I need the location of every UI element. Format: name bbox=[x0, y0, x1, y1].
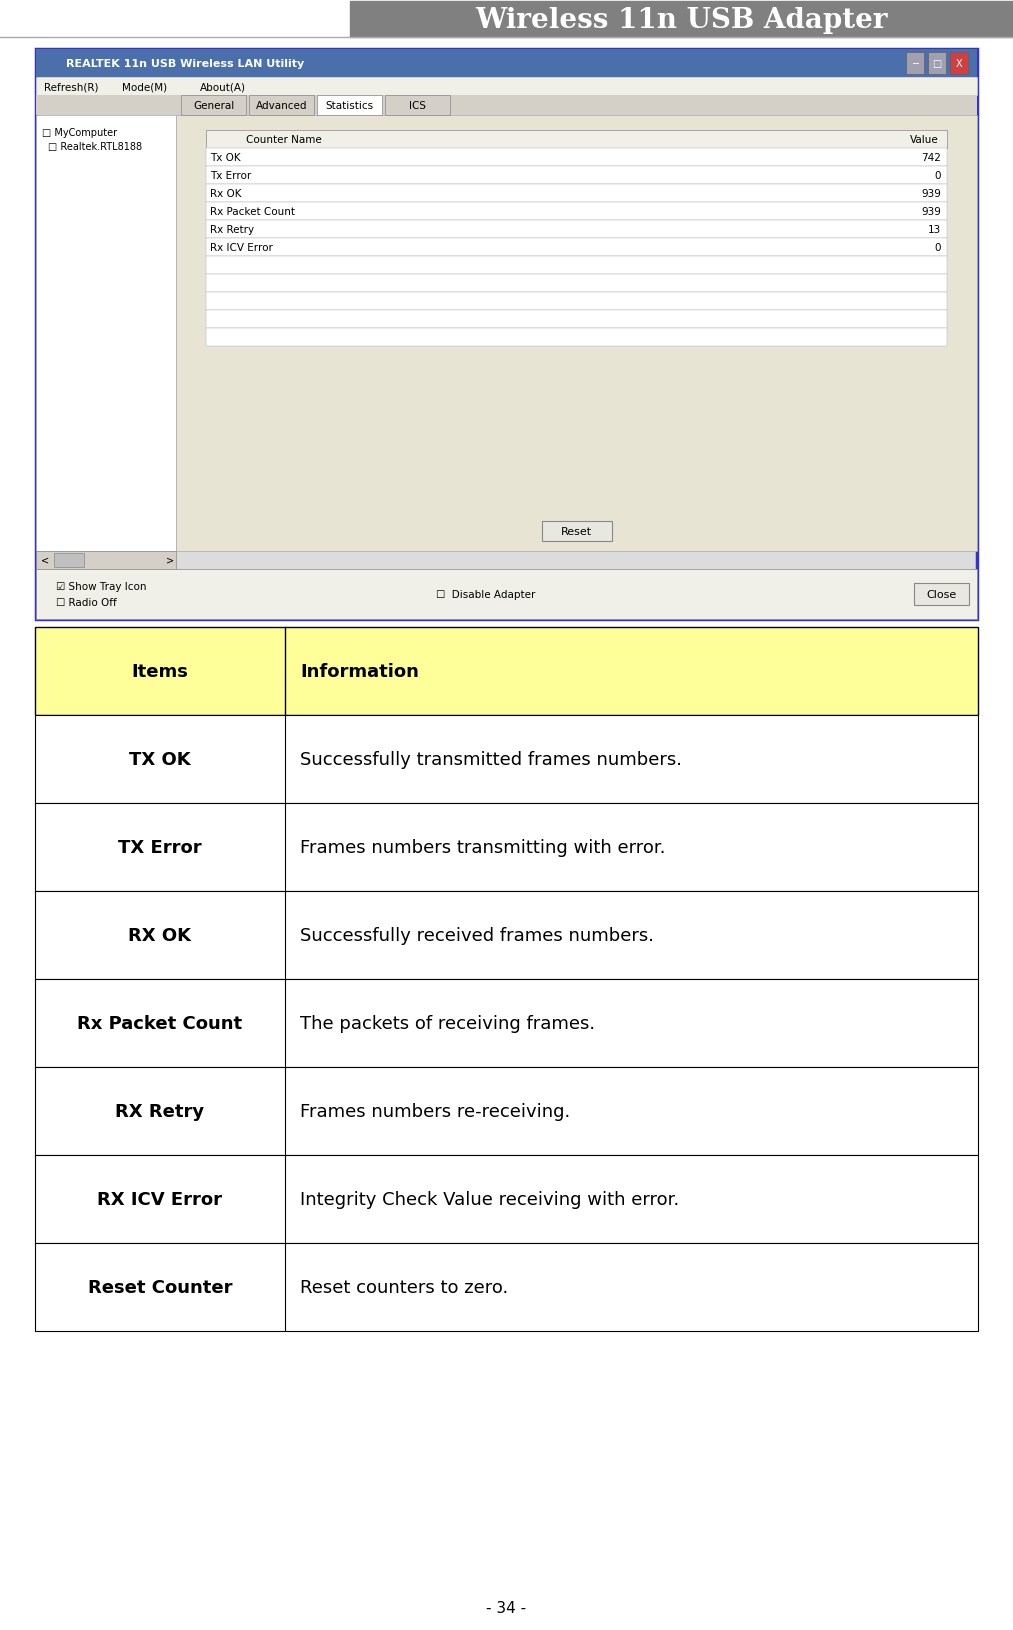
Bar bbox=[928, 52, 946, 75]
Bar bbox=[206, 220, 947, 240]
Text: Items: Items bbox=[132, 662, 188, 681]
Text: General: General bbox=[192, 101, 234, 111]
Text: ☐ Radio Off: ☐ Radio Off bbox=[56, 598, 116, 608]
Bar bbox=[385, 96, 450, 116]
Bar bbox=[350, 2, 1013, 37]
Text: Reset counters to zero.: Reset counters to zero. bbox=[300, 1278, 509, 1296]
Bar bbox=[206, 202, 947, 220]
Text: Statistics: Statistics bbox=[325, 101, 374, 111]
Text: Rx Packet Count: Rx Packet Count bbox=[210, 207, 295, 217]
Text: Wireless 11n USB Adapter: Wireless 11n USB Adapter bbox=[475, 7, 887, 34]
Bar bbox=[54, 554, 84, 567]
Bar bbox=[35, 1156, 978, 1244]
Text: Integrity Check Value receiving with error.: Integrity Check Value receiving with err… bbox=[300, 1190, 679, 1208]
Text: Mode(M): Mode(M) bbox=[122, 82, 167, 91]
Bar bbox=[35, 1244, 978, 1332]
Text: □ MyComputer: □ MyComputer bbox=[42, 127, 118, 139]
Bar bbox=[206, 184, 947, 202]
Text: Information: Information bbox=[300, 662, 418, 681]
Text: Value: Value bbox=[911, 135, 939, 145]
Bar bbox=[36, 569, 977, 619]
Text: Reset: Reset bbox=[561, 526, 592, 536]
Text: <: < bbox=[41, 556, 49, 566]
Text: Close: Close bbox=[926, 590, 956, 600]
Text: About(A): About(A) bbox=[200, 82, 246, 91]
Bar bbox=[35, 628, 978, 716]
Text: 0: 0 bbox=[935, 171, 941, 181]
Text: Successfully transmitted frames numbers.: Successfully transmitted frames numbers. bbox=[300, 750, 682, 768]
Bar bbox=[206, 293, 947, 311]
Text: Reset Counter: Reset Counter bbox=[88, 1278, 232, 1296]
Bar bbox=[36, 51, 977, 619]
Bar bbox=[35, 716, 978, 804]
Text: >: > bbox=[166, 556, 174, 566]
Bar bbox=[35, 1068, 978, 1156]
Text: ICS: ICS bbox=[409, 101, 426, 111]
Text: □: □ bbox=[932, 59, 942, 68]
Bar bbox=[914, 584, 969, 606]
Bar bbox=[317, 96, 382, 116]
Bar bbox=[206, 148, 947, 166]
Text: Tx Error: Tx Error bbox=[210, 171, 251, 181]
Text: Frames numbers re-receiving.: Frames numbers re-receiving. bbox=[300, 1102, 570, 1120]
Text: Tx OK: Tx OK bbox=[210, 153, 241, 163]
Bar bbox=[181, 96, 246, 116]
Bar bbox=[36, 51, 977, 78]
Text: The packets of receiving frames.: The packets of receiving frames. bbox=[300, 1014, 595, 1032]
Text: RX Retry: RX Retry bbox=[115, 1102, 205, 1120]
Text: X: X bbox=[955, 59, 962, 68]
Bar bbox=[36, 551, 176, 569]
Text: TX OK: TX OK bbox=[129, 750, 190, 768]
Bar bbox=[206, 258, 947, 275]
Bar bbox=[206, 166, 947, 184]
Text: Successfully received frames numbers.: Successfully received frames numbers. bbox=[300, 926, 654, 944]
Bar bbox=[35, 892, 978, 980]
Text: 742: 742 bbox=[921, 153, 941, 163]
Text: ─: ─ bbox=[912, 59, 918, 68]
Text: REALTEK 11n USB Wireless LAN Utility: REALTEK 11n USB Wireless LAN Utility bbox=[66, 59, 304, 68]
Bar bbox=[206, 329, 947, 347]
Text: ☐  Disable Adapter: ☐ Disable Adapter bbox=[436, 590, 535, 600]
Text: 0: 0 bbox=[935, 243, 941, 253]
Text: Rx Packet Count: Rx Packet Count bbox=[77, 1014, 242, 1032]
Text: ☑ Show Tray Icon: ☑ Show Tray Icon bbox=[56, 582, 147, 592]
Bar bbox=[206, 240, 947, 258]
Text: 13: 13 bbox=[928, 225, 941, 235]
Text: Rx OK: Rx OK bbox=[210, 189, 241, 199]
Bar bbox=[176, 116, 977, 551]
Bar bbox=[36, 96, 977, 116]
Bar bbox=[35, 980, 978, 1068]
Text: Rx ICV Error: Rx ICV Error bbox=[210, 243, 272, 253]
Bar bbox=[249, 96, 314, 116]
Bar bbox=[36, 78, 977, 96]
Bar bbox=[206, 275, 947, 293]
Text: RX ICV Error: RX ICV Error bbox=[97, 1190, 223, 1208]
Bar bbox=[542, 522, 612, 541]
Text: Frames numbers transmitting with error.: Frames numbers transmitting with error. bbox=[300, 838, 666, 856]
Text: Refresh(R): Refresh(R) bbox=[44, 82, 98, 91]
Bar bbox=[206, 311, 947, 329]
Bar bbox=[950, 52, 968, 75]
Text: Advanced: Advanced bbox=[255, 101, 307, 111]
Text: Counter Name: Counter Name bbox=[246, 135, 322, 145]
Bar bbox=[36, 116, 176, 551]
Text: - 34 -: - 34 - bbox=[486, 1601, 527, 1615]
Text: 939: 939 bbox=[921, 189, 941, 199]
Text: TX Error: TX Error bbox=[119, 838, 202, 856]
Text: Rx Retry: Rx Retry bbox=[210, 225, 254, 235]
Text: □ Realtek.RTL8188: □ Realtek.RTL8188 bbox=[48, 142, 142, 152]
Text: 939: 939 bbox=[921, 207, 941, 217]
Bar bbox=[35, 804, 978, 892]
Bar bbox=[906, 52, 924, 75]
Text: RX OK: RX OK bbox=[129, 926, 191, 944]
Bar bbox=[206, 130, 947, 148]
